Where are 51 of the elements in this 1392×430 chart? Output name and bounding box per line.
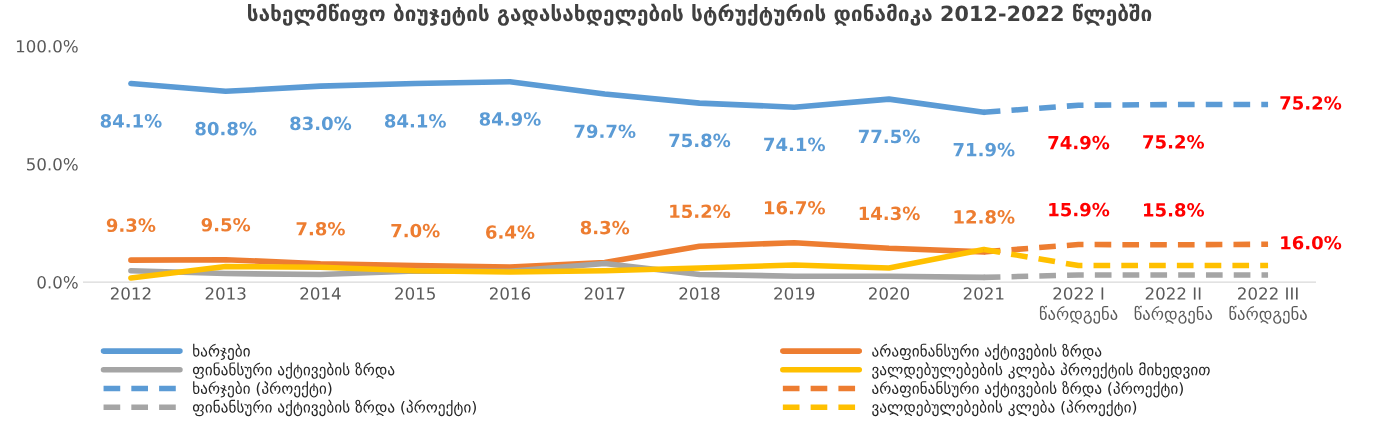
data-label: 80.8% bbox=[195, 121, 257, 136]
x-tick-label: 2022 III წარდგენა bbox=[1229, 287, 1307, 324]
legend-label: ხარჯები bbox=[193, 343, 250, 361]
data-label: 7.8% bbox=[296, 221, 345, 236]
legend-label: ფინანსური აქტივების ზრდა (პროექტი) bbox=[192, 399, 476, 417]
data-label: 12.8% bbox=[954, 210, 1015, 224]
x-tick-label: 2019 bbox=[774, 287, 815, 300]
x-tick-label: 2015 bbox=[395, 287, 435, 300]
x-tick-label: 2014 bbox=[300, 287, 341, 300]
data-label: 75.2% bbox=[1280, 96, 1342, 110]
y-tick-label: 0.0% bbox=[37, 276, 78, 289]
data-label: 75.8% bbox=[669, 133, 731, 148]
legend-label: ვალდებულებების კლება (პროექტი) bbox=[872, 399, 1137, 417]
y-tick-label: 50.0% bbox=[27, 158, 78, 171]
data-label: 8.3% bbox=[580, 220, 630, 235]
data-label: 15.9% bbox=[1049, 202, 1110, 217]
data-label: 84.1% bbox=[100, 114, 162, 128]
data-label: 83.0% bbox=[290, 116, 352, 131]
data-label: 77.5% bbox=[858, 129, 920, 144]
x-tick-label: 2022 I წარდგენა bbox=[1039, 287, 1118, 324]
x-tick-label: 2017 bbox=[584, 287, 625, 300]
x-tick-label: 2018 bbox=[679, 287, 720, 300]
x-tick-label: 2021 bbox=[963, 287, 1004, 300]
legend-label: არაფინანსური აქტივების ზრდა (პროექტი) bbox=[872, 381, 1183, 398]
data-label: 9.5% bbox=[201, 217, 251, 232]
data-label: 84.1% bbox=[384, 114, 446, 128]
data-label: 74.1% bbox=[764, 137, 825, 152]
data-label: 16.7% bbox=[764, 200, 825, 215]
data-label: 84.9% bbox=[479, 112, 541, 126]
legend-label: არაფინანსური აქტივების ზრდა bbox=[872, 343, 1102, 361]
data-label: 9.3% bbox=[106, 218, 156, 233]
legend-label: ფინანსური აქტივების ზრდა bbox=[192, 362, 395, 379]
data-label: 7.0% bbox=[391, 223, 440, 238]
data-label: 75.2% bbox=[1143, 135, 1205, 149]
data-label: 6.4% bbox=[486, 225, 535, 239]
data-label: 16.0% bbox=[1281, 235, 1342, 250]
data-label: 15.2% bbox=[670, 204, 731, 219]
data-label: 14.3% bbox=[859, 206, 920, 221]
x-tick-label: 2016 bbox=[489, 287, 531, 300]
data-label: 15.8% bbox=[1144, 203, 1205, 217]
x-tick-label: 2022 II წარდგენა bbox=[1134, 287, 1213, 324]
legend-label: ვალდებულებების კლება პროექტის მიხედვით bbox=[872, 362, 1210, 379]
data-label: 79.7% bbox=[574, 124, 636, 139]
chart-title: სახელმწიფო ბიუჯეტის გადასახდელების სტრუქტურის დინამიკა 2012-2022 წლებში bbox=[248, 3, 1152, 26]
y-tick-label: 100.0% bbox=[16, 39, 78, 53]
legend-label: ხარჯები (პროექტი) bbox=[193, 381, 332, 398]
data-label: 71.9% bbox=[953, 142, 1015, 157]
x-tick-label: 2013 bbox=[205, 287, 246, 300]
data-label: 74.9% bbox=[1048, 135, 1110, 150]
x-tick-label: 2012 bbox=[110, 287, 151, 300]
x-tick-label: 2020 bbox=[869, 287, 910, 300]
